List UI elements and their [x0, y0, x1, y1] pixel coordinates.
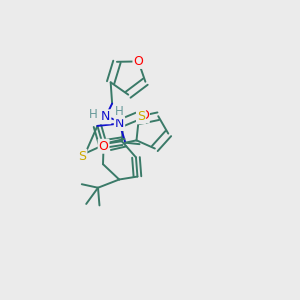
- Text: H: H: [115, 105, 123, 118]
- Text: N: N: [115, 117, 124, 130]
- Text: N: N: [101, 110, 110, 123]
- Text: O: O: [134, 55, 143, 68]
- Text: O: O: [99, 140, 109, 153]
- Text: H: H: [89, 108, 98, 121]
- Text: S: S: [78, 150, 86, 163]
- Text: O: O: [139, 109, 149, 122]
- Text: S: S: [137, 110, 145, 123]
